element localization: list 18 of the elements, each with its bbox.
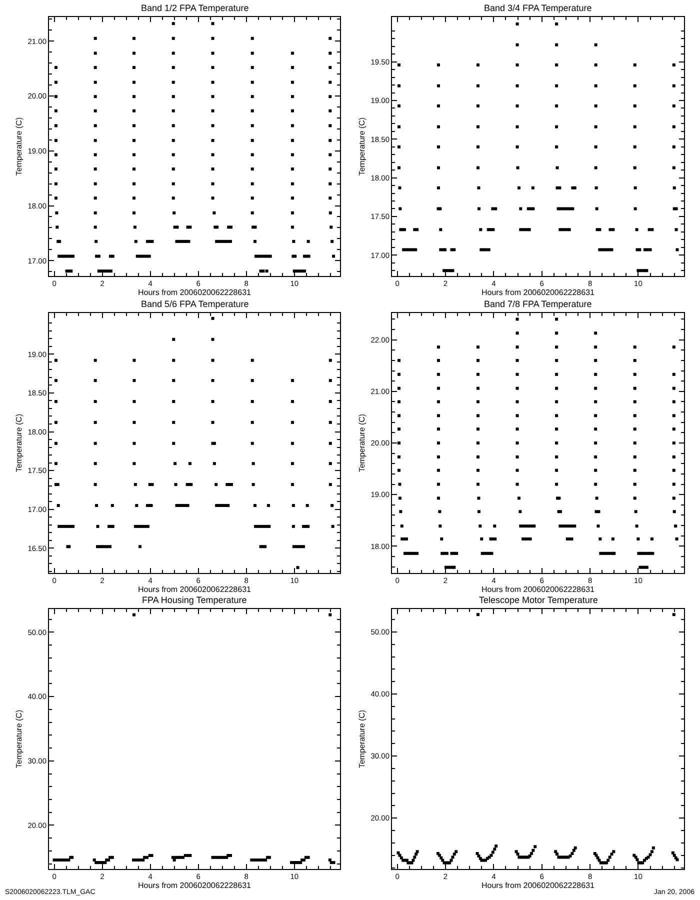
- x-axis-title: Hours from 2006020062228631: [482, 881, 596, 890]
- x-axis-title: Hours from 2006020062228631: [138, 881, 252, 890]
- y-axis-title: Temperature (C): [357, 710, 366, 768]
- chart-title: Telescope Motor Temperature: [479, 595, 598, 605]
- chart-title: FPA Housing Temperature: [142, 595, 247, 605]
- chart-title: Band 3/4 FPA Temperature: [484, 3, 592, 13]
- y-axis-title: Temperature (C): [357, 117, 366, 176]
- chart-title: Band 7/8 FPA Temperature: [484, 299, 592, 309]
- x-axis-title: Hours from 2006020062228631: [482, 288, 596, 297]
- x-axis-title: Hours from 2006020062228631: [482, 585, 596, 594]
- y-axis-title: Temperature (C): [14, 414, 24, 472]
- chart-title: Band 1/2 FPA Temperature: [141, 3, 249, 13]
- y-axis-title: Temperature (C): [14, 710, 24, 768]
- chart-title: Band 5/6 FPA Temperature: [141, 299, 249, 309]
- y-axis-title: Temperature (C): [14, 117, 24, 176]
- y-axis-title: Temperature (C): [357, 414, 366, 472]
- x-axis-title: Hours from 2006020062228631: [138, 288, 252, 297]
- x-axis-title: Hours from 2006020062228631: [138, 585, 252, 594]
